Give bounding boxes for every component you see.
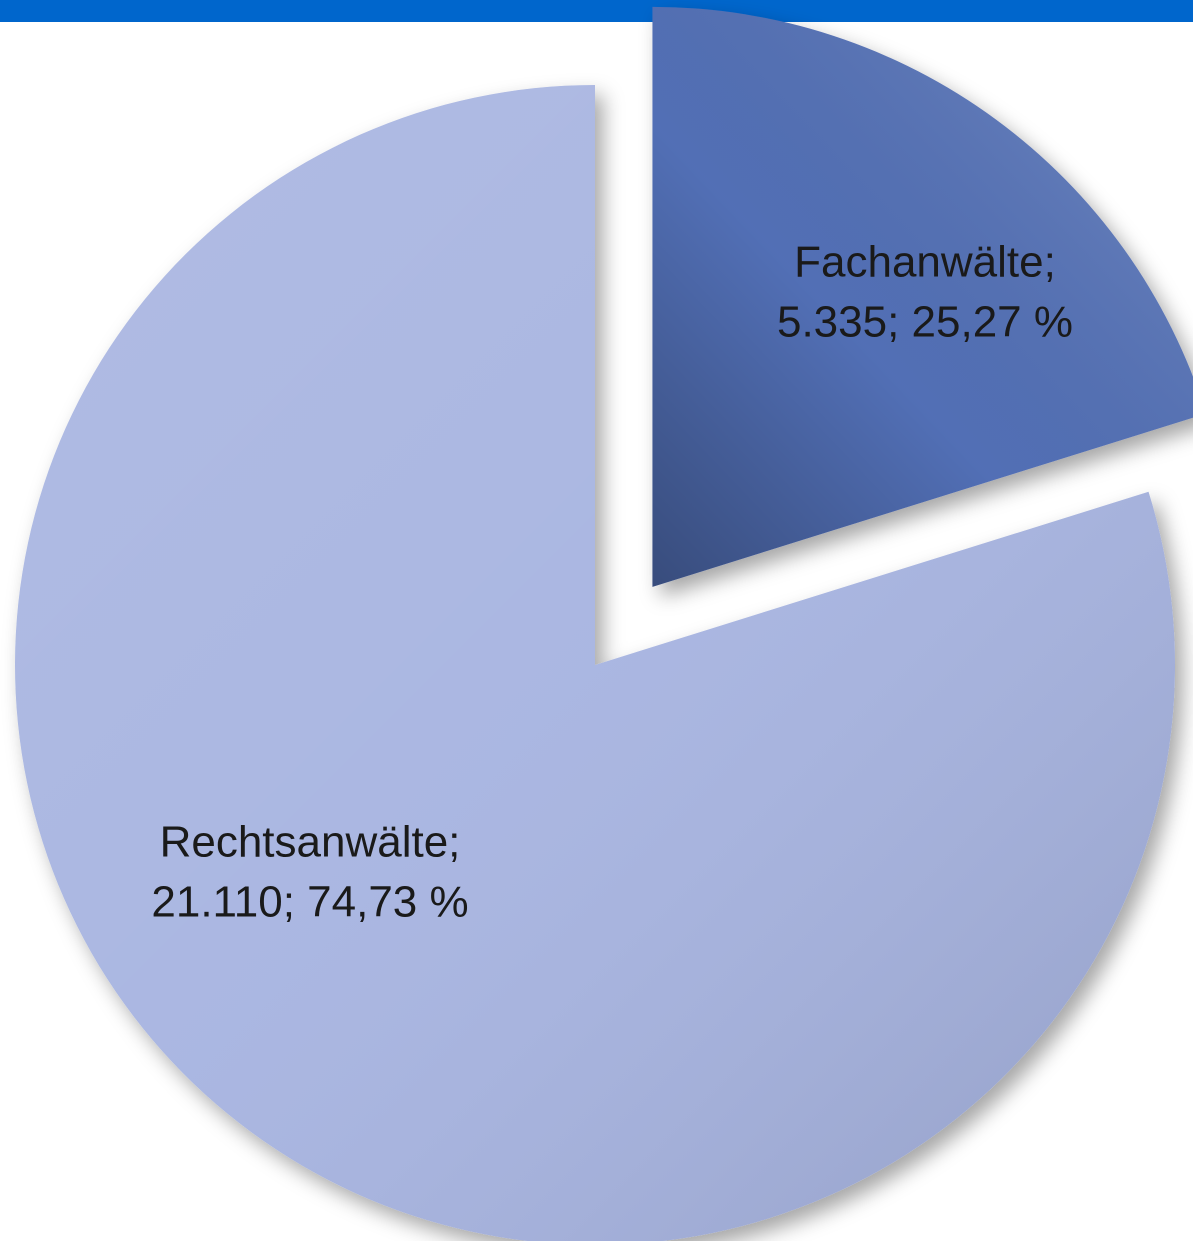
pie <box>15 6 1193 1241</box>
slice-shine <box>15 85 1175 1241</box>
slice-value-label: 5.335; 25,27 % <box>777 298 1073 347</box>
slice-label: Fachanwälte; <box>794 238 1056 287</box>
slice-label: Rechtsanwälte; <box>160 818 461 867</box>
labels: Fachanwälte; 5.335; 25,27 % Rechtsanwälte;… <box>151 238 1073 927</box>
slice-value-label: 21.110; 74,73 % <box>151 878 468 927</box>
slice-shine <box>652 6 1193 587</box>
header-bar <box>0 0 1193 22</box>
